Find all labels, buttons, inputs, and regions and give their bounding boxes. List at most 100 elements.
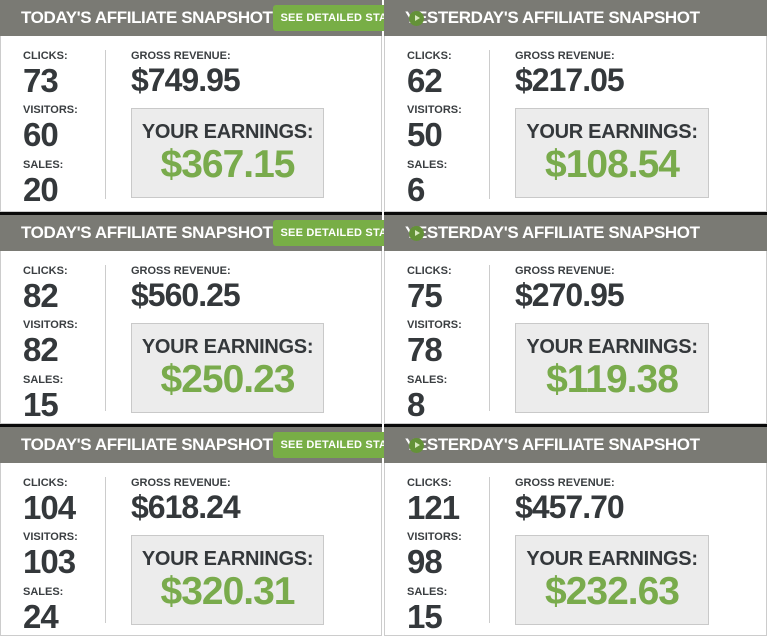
visitors-label: VISITORS:	[407, 104, 462, 117]
stats-column: CLICKS: 75 VISITORS: 78 SALES: 8	[385, 265, 489, 423]
clicks-label: CLICKS:	[407, 50, 452, 62]
yesterday-snapshot-panel-1: YESTERDAY'S AFFILIATE SNAPSHOT CLICKS: 6…	[384, 0, 767, 212]
sales-label: SALES:	[407, 585, 448, 598]
sales-value: 15	[407, 597, 443, 635]
gross-revenue-value: $457.70	[515, 488, 625, 525]
gross-revenue-label: GROSS REVENUE:	[515, 50, 615, 62]
panel-header: TODAY'S AFFILIATE SNAPSHOT SEE DETAILED …	[0, 215, 432, 251]
earnings-box: YOUR EARNINGS: $367.15	[131, 108, 324, 199]
panel-body: CLICKS: 104 VISITORS: 103 SALES: 24 GROS…	[0, 463, 382, 636]
gross-revenue-value: $560.25	[131, 276, 241, 313]
earnings-box: YOUR EARNINGS: $320.31	[131, 535, 324, 626]
panel-header: TODAY'S AFFILIATE SNAPSHOT SEE DETAILED …	[0, 0, 432, 36]
gross-revenue-label: GROSS REVENUE:	[515, 477, 615, 489]
your-earnings-label: YOUR EARNINGS:	[526, 121, 698, 144]
panel-title: TODAY'S AFFILIATE SNAPSHOT	[21, 223, 273, 242]
panel-title: TODAY'S AFFILIATE SNAPSHOT	[21, 8, 273, 27]
sales-value: 6	[407, 170, 425, 208]
your-earnings-label: YOUR EARNINGS:	[141, 121, 314, 144]
gross-revenue-label: GROSS REVENUE:	[131, 50, 231, 62]
clicks-value: 121	[407, 488, 460, 526]
visitors-value: 98	[407, 543, 443, 581]
visitors-label: VISITORS:	[23, 531, 78, 544]
panel-body: CLICKS: 82 VISITORS: 82 SALES: 15 GROSS …	[0, 251, 382, 424]
clicks-value: 82	[23, 276, 59, 314]
your-earnings-label: YOUR EARNINGS:	[141, 548, 314, 571]
revenue-column: GROSS REVENUE: $618.24 YOUR EARNINGS: $3…	[106, 477, 381, 635]
panel-body: CLICKS: 73 VISITORS: 60 SALES: 20 GROSS …	[0, 36, 382, 212]
clicks-value: 62	[407, 61, 443, 99]
vertical-divider	[105, 265, 106, 411]
gross-revenue-value: $270.95	[515, 276, 625, 313]
panel-title: TODAY'S AFFILIATE SNAPSHOT	[21, 435, 273, 454]
revenue-column: GROSS REVENUE: $749.95 YOUR EARNINGS: $3…	[106, 50, 381, 211]
earnings-box: YOUR EARNINGS: $250.23	[131, 323, 324, 414]
vertical-divider	[489, 265, 490, 411]
clicks-label: CLICKS:	[23, 265, 68, 277]
see-detailed-stats-label: SEE DETAILED STATS	[280, 12, 401, 24]
visitors-label: VISITORS:	[23, 319, 78, 332]
your-earnings-value: $320.31	[160, 570, 296, 614]
stats-column: CLICKS: 104 VISITORS: 103 SALES: 24	[1, 477, 105, 635]
revenue-column: GROSS REVENUE: $560.25 YOUR EARNINGS: $2…	[106, 265, 381, 423]
panel-title: YESTERDAY'S AFFILIATE SNAPSHOT	[405, 8, 700, 27]
earnings-box: YOUR EARNINGS: $232.63	[515, 535, 709, 626]
panel-title: YESTERDAY'S AFFILIATE SNAPSHOT	[405, 435, 700, 454]
sales-value: 20	[23, 170, 59, 208]
gross-revenue-label: GROSS REVENUE:	[131, 265, 231, 277]
clicks-label: CLICKS:	[407, 477, 452, 489]
sales-value: 8	[407, 385, 425, 423]
yesterday-snapshot-panel-3: YESTERDAY'S AFFILIATE SNAPSHOT CLICKS: 1…	[384, 424, 767, 636]
see-detailed-stats-label: SEE DETAILED STATS	[280, 227, 401, 239]
play-icon	[408, 225, 424, 241]
visitors-value: 82	[23, 331, 59, 369]
panel-body: CLICKS: 121 VISITORS: 98 SALES: 15 GROSS…	[384, 463, 767, 636]
panel-header: YESTERDAY'S AFFILIATE SNAPSHOT	[384, 0, 767, 36]
revenue-column: GROSS REVENUE: $217.05 YOUR EARNINGS: $1…	[490, 50, 766, 211]
panel-title: YESTERDAY'S AFFILIATE SNAPSHOT	[405, 223, 700, 242]
gross-revenue-value: $217.05	[515, 61, 625, 98]
sales-label: SALES:	[407, 158, 448, 171]
revenue-column: GROSS REVENUE: $457.70 YOUR EARNINGS: $2…	[490, 477, 766, 635]
sales-value: 24	[23, 597, 59, 635]
clicks-label: CLICKS:	[407, 265, 452, 277]
panel-header: YESTERDAY'S AFFILIATE SNAPSHOT	[384, 427, 767, 463]
sales-label: SALES:	[23, 373, 64, 386]
sales-label: SALES:	[23, 158, 64, 171]
stats-column: CLICKS: 62 VISITORS: 50 SALES: 6	[385, 50, 489, 211]
your-earnings-label: YOUR EARNINGS:	[526, 336, 698, 359]
your-earnings-label: YOUR EARNINGS:	[141, 336, 314, 359]
gross-revenue-value: $618.24	[131, 488, 241, 525]
panel-body: CLICKS: 75 VISITORS: 78 SALES: 8 GROSS R…	[384, 251, 767, 424]
play-icon	[408, 437, 424, 453]
visitors-value: 60	[23, 116, 59, 154]
visitors-value: 78	[407, 331, 443, 369]
clicks-label: CLICKS:	[23, 477, 68, 489]
panel-header: TODAY'S AFFILIATE SNAPSHOT SEE DETAILED …	[0, 427, 432, 463]
panel-header: YESTERDAY'S AFFILIATE SNAPSHOT	[384, 215, 767, 251]
yesterday-snapshot-panel-2: YESTERDAY'S AFFILIATE SNAPSHOT CLICKS: 7…	[384, 212, 767, 424]
gross-revenue-label: GROSS REVENUE:	[515, 265, 615, 277]
your-earnings-value: $232.63	[545, 570, 680, 614]
gross-revenue-label: GROSS REVENUE:	[131, 477, 231, 489]
sales-label: SALES:	[23, 585, 64, 598]
today-snapshot-panel-1: TODAY'S AFFILIATE SNAPSHOT SEE DETAILED …	[0, 0, 432, 212]
sales-label: SALES:	[407, 373, 448, 386]
your-earnings-label: YOUR EARNINGS:	[526, 548, 698, 571]
visitors-label: VISITORS:	[23, 104, 78, 117]
clicks-label: CLICKS:	[23, 50, 68, 62]
today-snapshot-panel-3: TODAY'S AFFILIATE SNAPSHOT SEE DETAILED …	[0, 424, 432, 636]
vertical-divider	[489, 50, 490, 199]
visitors-label: VISITORS:	[407, 531, 462, 544]
clicks-value: 73	[23, 61, 59, 99]
earnings-box: YOUR EARNINGS: $119.38	[515, 323, 709, 414]
vertical-divider	[489, 477, 490, 623]
your-earnings-value: $108.54	[545, 143, 680, 187]
your-earnings-value: $367.15	[160, 143, 296, 187]
revenue-column: GROSS REVENUE: $270.95 YOUR EARNINGS: $1…	[490, 265, 766, 423]
visitors-value: 50	[407, 116, 443, 154]
see-detailed-stats-label: SEE DETAILED STATS	[280, 439, 401, 451]
clicks-value: 75	[407, 276, 443, 314]
earnings-box: YOUR EARNINGS: $108.54	[515, 108, 709, 199]
